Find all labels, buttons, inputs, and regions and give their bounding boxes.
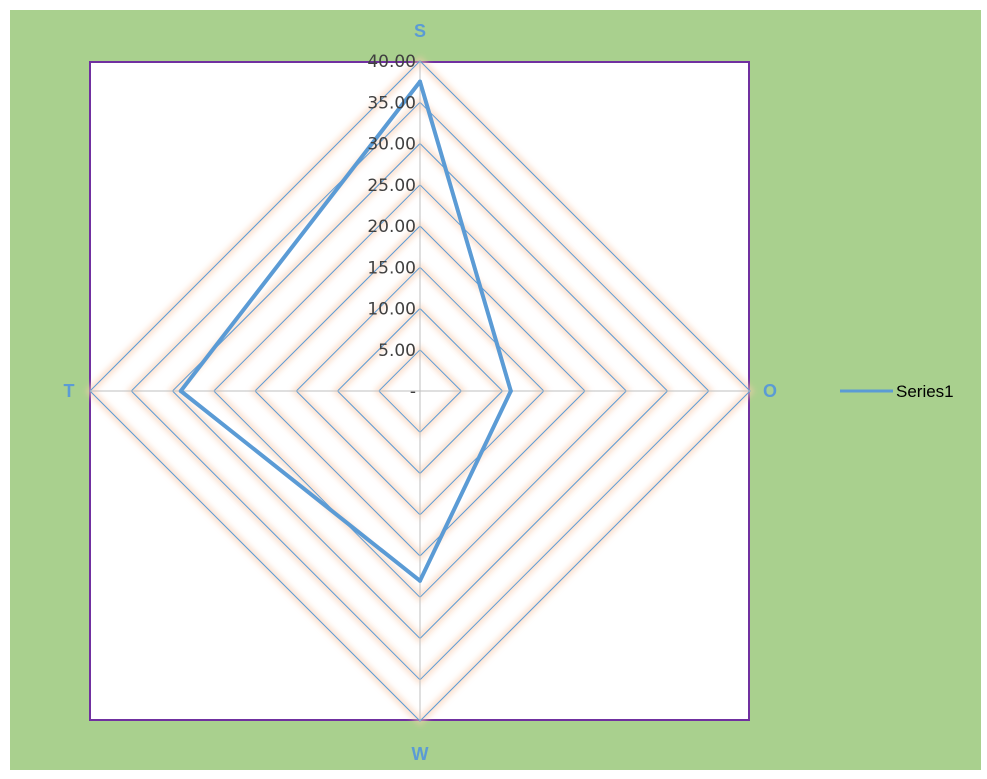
legend: Series1 — [840, 382, 954, 401]
tick-label-layer: - 5.00 10.00 15.00 20.00 25.00 30.00 35.00 40.00 — [367, 52, 416, 402]
category-label-S: S — [414, 21, 426, 41]
series-layer — [178, 79, 513, 583]
category-label-T: T — [64, 381, 75, 401]
series-point-T — [178, 389, 183, 393]
tick-label: 25.00 — [367, 176, 416, 196]
tick-label: 15.00 — [367, 258, 416, 278]
series-point-W — [418, 578, 422, 583]
tick-label: 35.00 — [367, 93, 416, 113]
tick-label: 5.00 — [378, 341, 416, 361]
category-label-W: W — [412, 744, 429, 764]
tick-label: - — [410, 382, 416, 402]
tick-label: 30.00 — [367, 135, 416, 155]
tick-label: 40.00 — [367, 52, 416, 72]
legend-label-1: Series1 — [896, 382, 954, 401]
tick-label: 20.00 — [367, 217, 416, 237]
series-point-S — [418, 79, 422, 84]
tick-label: 10.00 — [367, 300, 416, 320]
series-point-O — [508, 389, 513, 393]
category-label-layer: S O W T — [64, 21, 778, 764]
spoke-layer — [90, 61, 750, 721]
category-label-O: O — [763, 381, 777, 401]
